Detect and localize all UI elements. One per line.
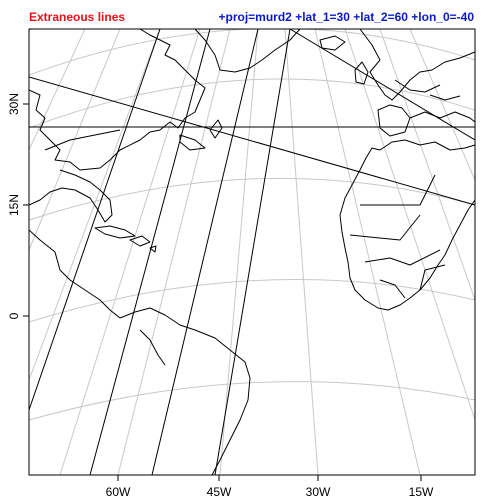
british-isles-coast bbox=[354, 61, 369, 85]
y-tick-label: 30N bbox=[7, 93, 21, 115]
iceland-coast bbox=[319, 35, 346, 51]
south-america-coast bbox=[119, 307, 251, 475]
graticule-lat-arc bbox=[29, 177, 475, 221]
south-america-interior-coast bbox=[139, 329, 166, 366]
graticule-lat-arc bbox=[29, 29, 35, 31]
iberia-coast bbox=[377, 104, 411, 137]
extraneous-line bbox=[214, 29, 291, 475]
y-tick-label: 15N bbox=[7, 194, 21, 216]
country-border bbox=[394, 79, 441, 93]
country-border bbox=[429, 94, 461, 101]
x-tick-label: 60W bbox=[106, 485, 131, 499]
graticule bbox=[29, 29, 475, 475]
graticule-lat-arc bbox=[29, 29, 475, 76]
hispaniola-coast bbox=[129, 235, 151, 247]
x-tick-label: 15W bbox=[409, 485, 434, 499]
graticule-meridian bbox=[314, 29, 421, 475]
y-axis bbox=[23, 103, 29, 317]
country-border bbox=[419, 264, 446, 291]
country-border bbox=[379, 279, 406, 299]
graticule-meridian bbox=[284, 29, 319, 475]
cuba-coast bbox=[94, 225, 136, 239]
florida-coast bbox=[29, 169, 113, 223]
country-border bbox=[360, 174, 436, 206]
central-america-coast bbox=[29, 229, 121, 319]
graticule-lat-arc bbox=[29, 381, 475, 421]
graticule-lat-arc bbox=[29, 78, 475, 129]
x-tick-label: 45W bbox=[207, 485, 232, 499]
country-border bbox=[349, 214, 421, 241]
africa-coast bbox=[339, 139, 475, 311]
graticule-meridian bbox=[409, 29, 475, 181]
extraneous-line bbox=[151, 29, 259, 475]
map-title: Extraneous lines bbox=[29, 10, 126, 24]
extraneous-line bbox=[29, 29, 161, 411]
europe-coast bbox=[359, 29, 475, 101]
nova-scotia-coast bbox=[179, 134, 206, 151]
extraneous-lines bbox=[29, 29, 475, 475]
newfoundland-coast bbox=[209, 119, 223, 139]
greenland-coast bbox=[194, 29, 301, 73]
extraneous-line bbox=[29, 76, 475, 206]
graticule-meridian bbox=[117, 29, 231, 475]
extraneous-line bbox=[89, 29, 211, 475]
coastlines bbox=[29, 29, 475, 475]
country-border bbox=[364, 249, 441, 266]
y-tick-label: 0 bbox=[7, 312, 21, 319]
graticule-lat-arc bbox=[29, 279, 475, 323]
caribbean-island bbox=[149, 245, 157, 253]
plot-frame bbox=[28, 28, 476, 476]
x-tick-label: 30W bbox=[306, 485, 331, 499]
north-america-coast bbox=[29, 29, 206, 171]
country-border bbox=[44, 129, 121, 151]
graticule-meridian bbox=[379, 29, 475, 301]
extraneous-line bbox=[289, 29, 475, 141]
graticule-meridian bbox=[29, 29, 86, 151]
graticule-meridian bbox=[344, 29, 475, 421]
mediterranean-coast bbox=[409, 111, 475, 123]
graticule-meridian bbox=[219, 29, 259, 475]
graticule-meridian bbox=[59, 29, 201, 475]
projection-string: +proj=murd2 +lat_1=30 +lat_2=60 +lon_0=-… bbox=[218, 10, 475, 24]
x-axis bbox=[117, 475, 422, 481]
